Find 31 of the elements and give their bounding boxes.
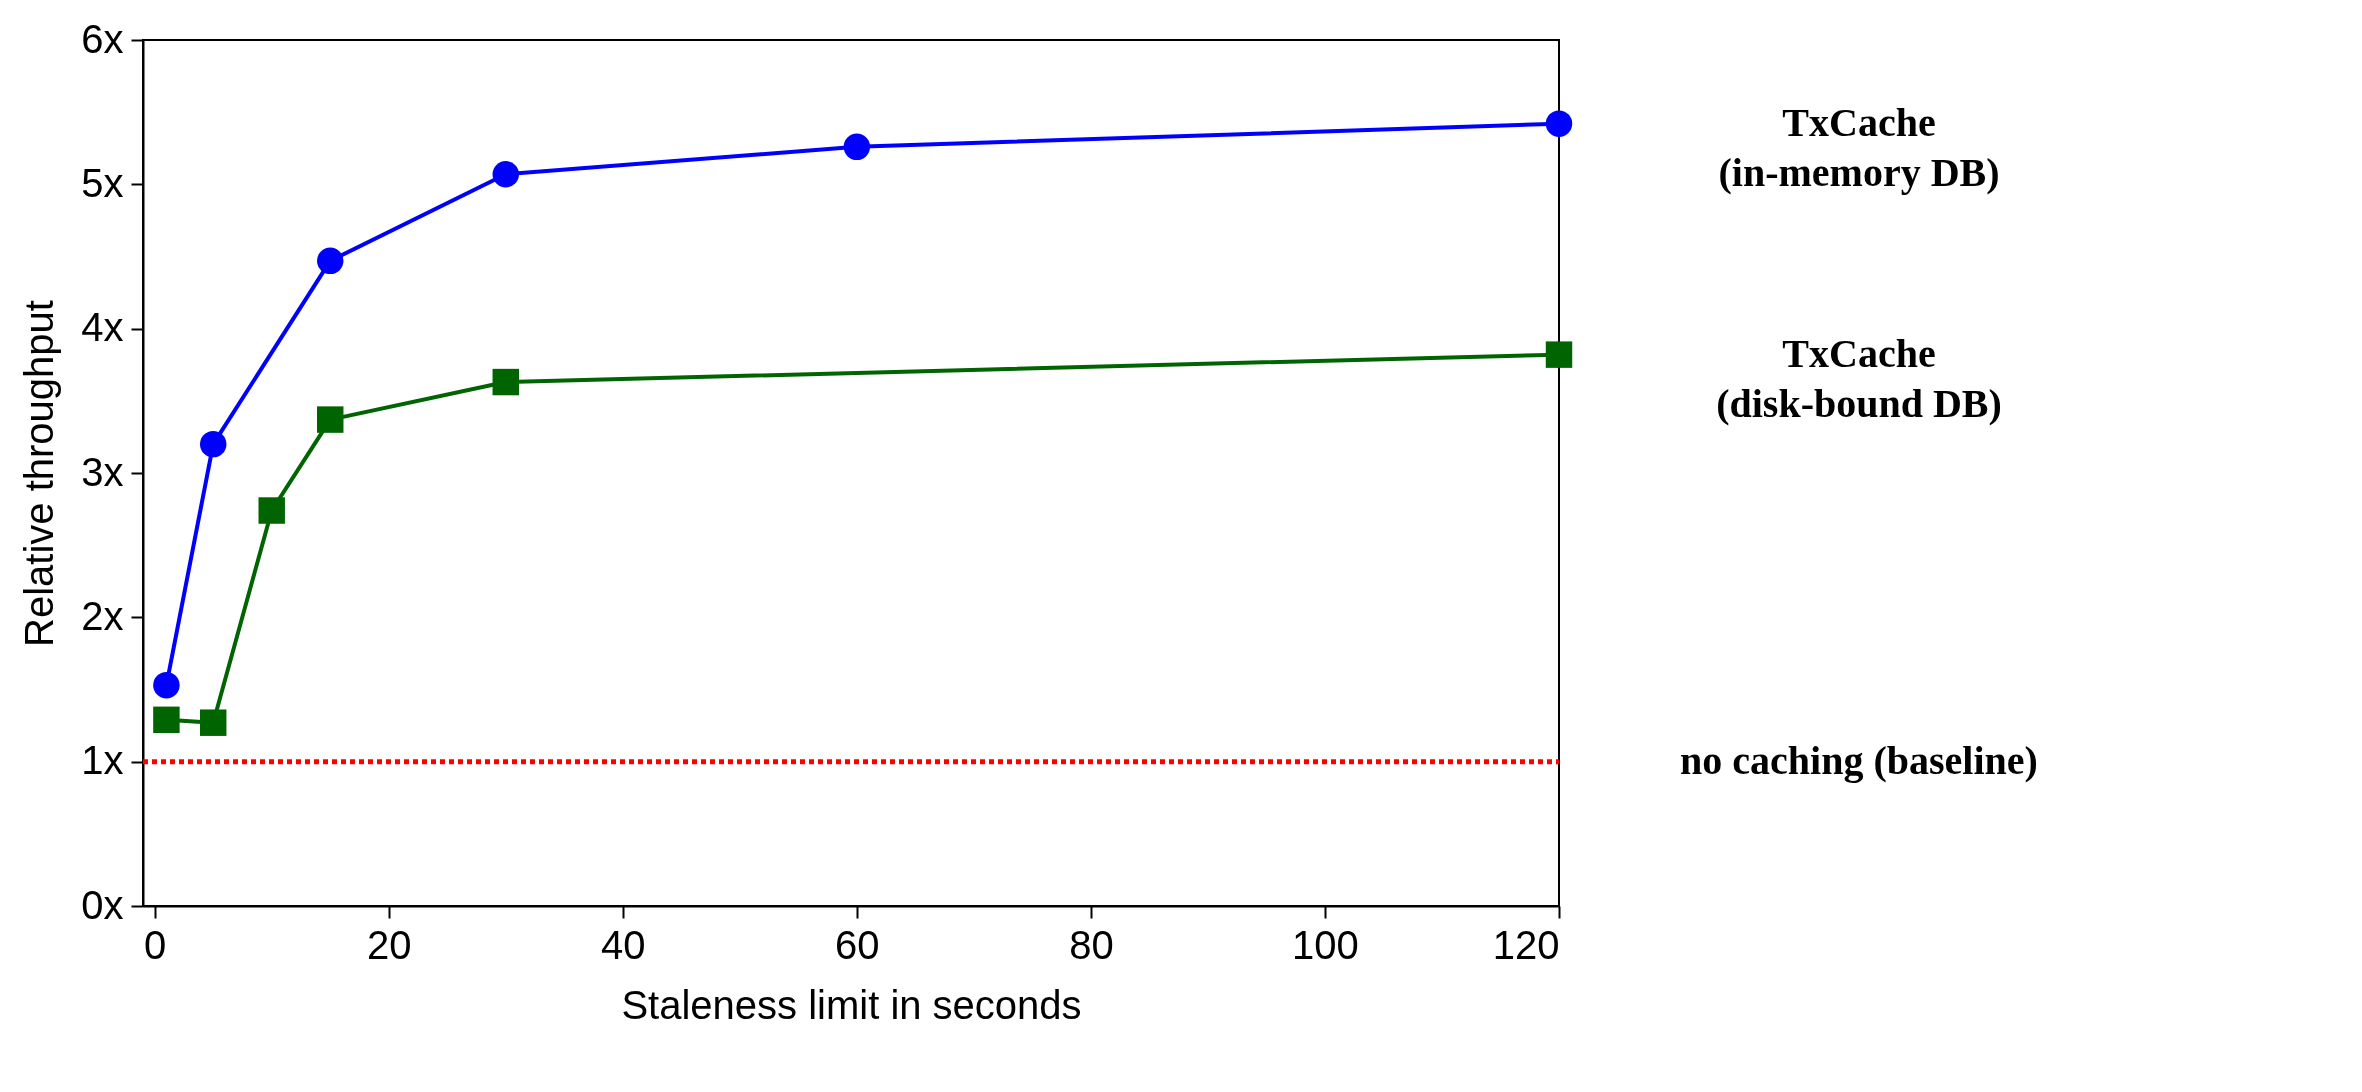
x-axis-title: Staleness limit in seconds bbox=[621, 982, 1082, 1027]
y-tick-label: 3x bbox=[81, 449, 124, 494]
text: no caching (baseline) bbox=[1680, 737, 2038, 783]
y-axis-title: Relative throughput bbox=[17, 300, 62, 647]
point bbox=[1545, 110, 1573, 137]
y-tick-label: 6x bbox=[81, 16, 124, 61]
x-tick-label: 120 bbox=[1492, 922, 1560, 967]
y-tick-label: 5x bbox=[81, 160, 124, 205]
point bbox=[492, 161, 520, 188]
x-tick-label: 40 bbox=[601, 922, 646, 967]
point bbox=[258, 497, 285, 524]
x-tick-label: 60 bbox=[835, 922, 880, 967]
point bbox=[199, 430, 227, 458]
point bbox=[317, 247, 344, 275]
y-tick-label: 2x bbox=[81, 593, 124, 638]
x-tick-label: 0 bbox=[144, 922, 167, 967]
y-tick-label: 1x bbox=[81, 738, 124, 783]
text: TxCache (in-memory DB) bbox=[1718, 99, 2000, 195]
y-tick-label: 0x bbox=[81, 882, 124, 927]
x-tick-label: 20 bbox=[367, 922, 412, 967]
y-tick-label: 4x bbox=[81, 305, 124, 350]
point bbox=[843, 133, 871, 161]
text: TxCache (disk-bound DB) bbox=[1716, 330, 2002, 426]
x-tick-label: 80 bbox=[1069, 922, 1114, 967]
point bbox=[317, 406, 344, 433]
point bbox=[1545, 341, 1573, 368]
point bbox=[153, 671, 180, 699]
x-tick-label: 100 bbox=[1292, 922, 1359, 967]
point bbox=[153, 706, 180, 734]
point bbox=[492, 368, 520, 396]
point bbox=[199, 709, 227, 736]
